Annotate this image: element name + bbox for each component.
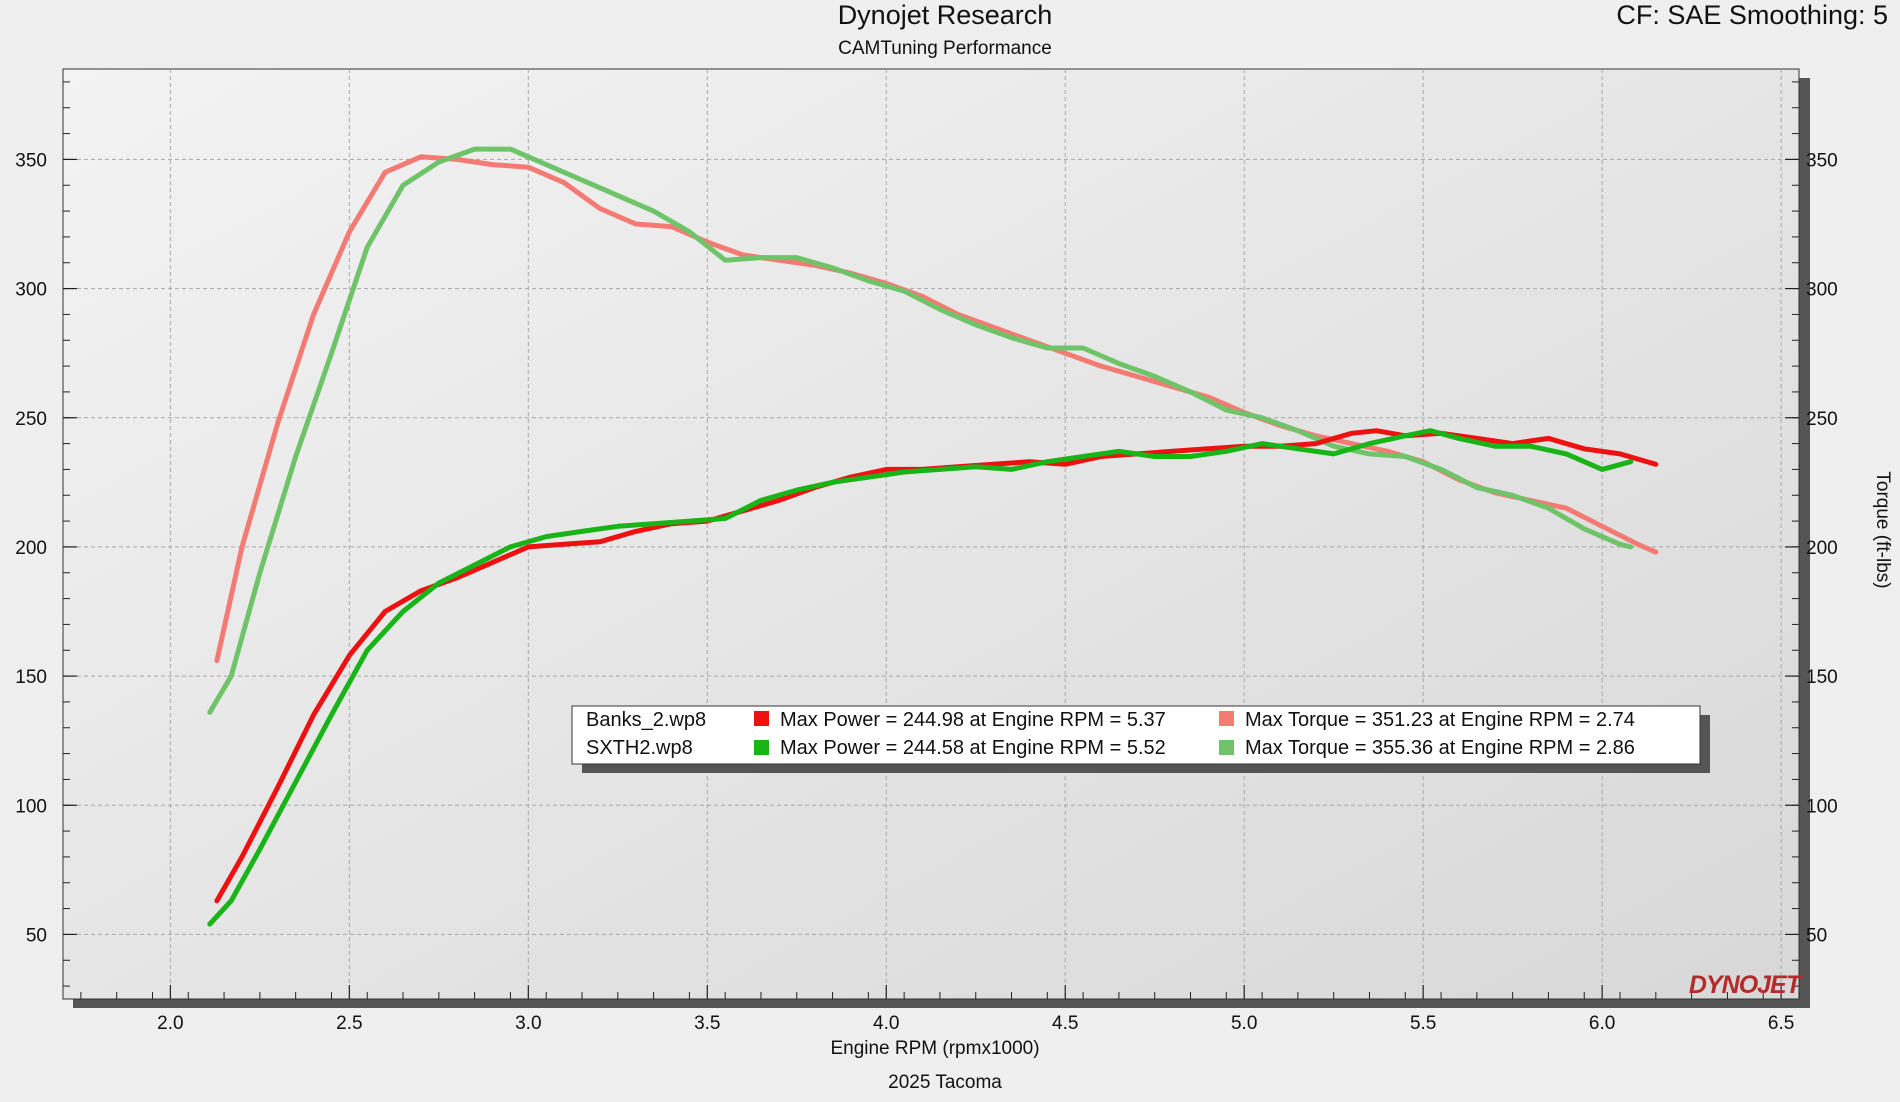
x-tick-labels: 2.0 2.5 3.0 3.5 4.0 4.5 5.0 5.5 6.0 6.5 bbox=[157, 1013, 1794, 1034]
x-tick-label: 6.0 bbox=[1589, 1013, 1615, 1034]
x-tick-label: 3.0 bbox=[515, 1013, 541, 1034]
y-tick-label-left: 350 bbox=[15, 150, 47, 171]
y-tick-label-right: 150 bbox=[1806, 667, 1838, 688]
x-tick-label: 2.0 bbox=[157, 1013, 183, 1034]
x-tick-label: 4.5 bbox=[1052, 1013, 1078, 1034]
series-lines bbox=[207, 146, 1659, 927]
legend-swatch-sxth-power bbox=[754, 740, 769, 755]
dynojet-logo: DYNOJET bbox=[1689, 971, 1804, 999]
y-tick-label-right: 250 bbox=[1806, 409, 1838, 430]
y-tick-label-left: 250 bbox=[15, 409, 47, 430]
y-axis-label-right: Torque (ft-lbs) bbox=[1872, 471, 1893, 588]
x-tick-label: 3.5 bbox=[694, 1013, 720, 1034]
legend-swatch-banks-torque bbox=[1219, 711, 1234, 726]
legend: Banks_2.wp8 Max Power = 244.98 at Engine… bbox=[571, 705, 1710, 773]
x-tick-label: 6.5 bbox=[1768, 1013, 1794, 1034]
y-tick-label-left: 300 bbox=[15, 280, 47, 301]
y-tick-label-right: 300 bbox=[1806, 280, 1838, 301]
series-line-3 bbox=[207, 428, 1634, 927]
y-tick-labels-right: 50 100 150 200 250 300 350 bbox=[1806, 150, 1838, 946]
legend-torque-sxth: Max Torque = 355.36 at Engine RPM = 2.86 bbox=[1245, 737, 1635, 759]
x-tick-label: 5.5 bbox=[1410, 1013, 1436, 1034]
x-tick-label: 5.0 bbox=[1231, 1013, 1257, 1034]
legend-torque-banks: Max Torque = 351.23 at Engine RPM = 2.74 bbox=[1245, 709, 1635, 731]
y-tick-label-right: 50 bbox=[1806, 925, 1827, 946]
x-tick-label: 4.0 bbox=[873, 1013, 899, 1034]
legend-file-banks: Banks_2.wp8 bbox=[586, 709, 706, 731]
y-tick-label-left: 100 bbox=[15, 796, 47, 817]
plot-area bbox=[62, 68, 1800, 1000]
axis-ticks bbox=[63, 81, 1800, 999]
y-tick-label-left: 50 bbox=[26, 925, 47, 946]
y-tick-labels-left: 50 100 150 200 250 300 350 bbox=[15, 150, 47, 946]
series-line-1 bbox=[207, 146, 1634, 715]
y-tick-label-right: 350 bbox=[1806, 150, 1838, 171]
chart-subtitle: CAMTuning Performance bbox=[838, 38, 1052, 59]
y-tick-label-left: 150 bbox=[15, 667, 47, 688]
footer-caption: 2025 Tacoma bbox=[888, 1072, 1002, 1093]
legend-swatch-sxth-torque bbox=[1219, 740, 1234, 755]
chart-title: Dynojet Research bbox=[838, 0, 1053, 30]
legend-swatch-banks-power bbox=[754, 711, 769, 726]
y-tick-label-right: 200 bbox=[1806, 538, 1838, 559]
y-tick-label-left: 200 bbox=[15, 538, 47, 559]
legend-power-sxth: Max Power = 244.58 at Engine RPM = 5.52 bbox=[780, 737, 1166, 759]
correction-settings: CF: SAE Smoothing: 5 bbox=[1616, 0, 1888, 30]
y-tick-label-right: 100 bbox=[1806, 796, 1838, 817]
x-tick-label: 2.5 bbox=[336, 1013, 362, 1034]
legend-power-banks: Max Power = 244.98 at Engine RPM = 5.37 bbox=[780, 709, 1166, 731]
legend-file-sxth: SXTH2.wp8 bbox=[586, 737, 693, 759]
x-axis-label: Engine RPM (rpmx1000) bbox=[830, 1038, 1039, 1059]
